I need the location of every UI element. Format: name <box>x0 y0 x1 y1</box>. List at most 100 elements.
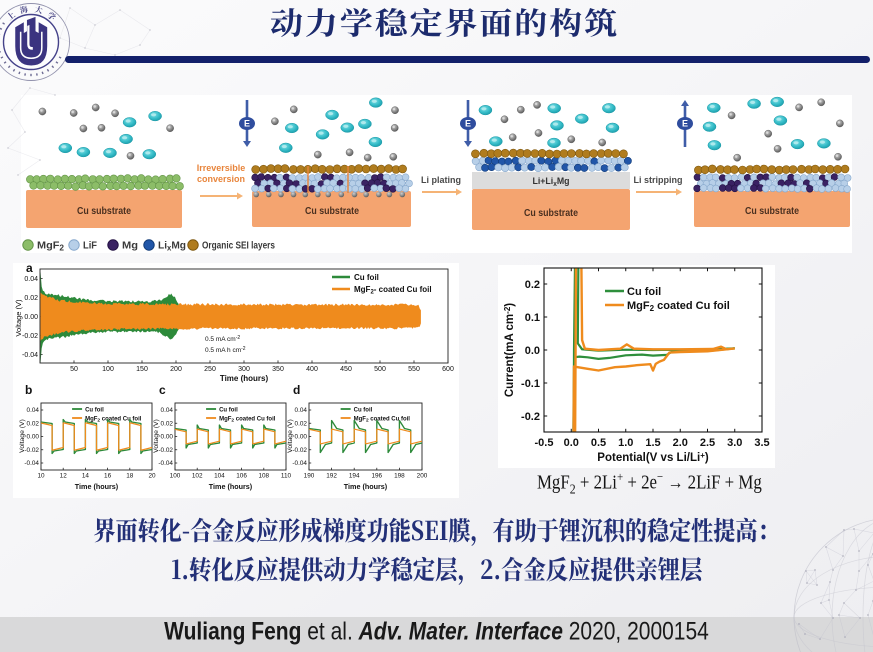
svg-text:E: E <box>682 119 688 129</box>
svg-text:-0.02: -0.02 <box>292 447 307 454</box>
svg-text:MgF2 coated Cu foil: MgF2 coated Cu foil <box>354 417 411 424</box>
svg-text:Irreversible: Irreversible <box>197 163 246 173</box>
svg-text:MgF2 coated Cu foil: MgF2 coated Cu foil <box>85 417 142 424</box>
svg-text:Organic SEI layers: Organic SEI layers <box>202 240 275 252</box>
svg-text:LixMg: LixMg <box>158 240 186 253</box>
svg-text:-0.1: -0.1 <box>521 378 540 390</box>
svg-text:Cu substrate: Cu substrate <box>524 207 578 219</box>
svg-text:0.02: 0.02 <box>24 295 38 302</box>
svg-text:-0.02: -0.02 <box>158 447 173 454</box>
svg-text:a: a <box>26 263 33 275</box>
svg-text:0.02: 0.02 <box>27 420 40 427</box>
svg-text:c: c <box>159 383 166 397</box>
svg-text:Mg: Mg <box>122 240 138 252</box>
svg-text:0.0: 0.0 <box>564 437 579 449</box>
svg-text:Li+LixMg: Li+LixMg <box>533 176 570 188</box>
svg-text:-0.04: -0.04 <box>22 352 38 359</box>
svg-text:600: 600 <box>442 366 454 373</box>
svg-text:Li stripping: Li stripping <box>634 175 683 185</box>
svg-text:-0.5: -0.5 <box>535 437 554 449</box>
svg-text:0.5 mA h cm-2: 0.5 mA h cm-2 <box>205 346 246 354</box>
svg-text:350: 350 <box>272 366 284 373</box>
svg-text:194: 194 <box>349 473 360 480</box>
svg-text:0.2: 0.2 <box>525 279 540 291</box>
svg-text:20: 20 <box>148 473 156 480</box>
svg-text:Voltage (V): Voltage (V) <box>14 299 23 337</box>
svg-text:0.04: 0.04 <box>27 407 40 414</box>
svg-text:0.00: 0.00 <box>295 434 308 441</box>
svg-text:0.5: 0.5 <box>591 437 606 449</box>
svg-text:106: 106 <box>236 473 247 480</box>
svg-text:Cu substrate: Cu substrate <box>305 205 359 217</box>
svg-text:1.5: 1.5 <box>645 437 660 449</box>
svg-text:0.00: 0.00 <box>161 434 174 441</box>
svg-text:-0.04: -0.04 <box>292 460 307 467</box>
svg-text:16: 16 <box>104 473 112 480</box>
svg-text:100: 100 <box>170 473 181 480</box>
svg-text:Voltage (V): Voltage (V) <box>287 419 294 453</box>
svg-text:200: 200 <box>417 473 428 480</box>
svg-text:250: 250 <box>204 366 216 373</box>
svg-text:2.5: 2.5 <box>700 437 715 449</box>
svg-text:Time (hours): Time (hours) <box>209 482 253 491</box>
svg-text:Voltage (V): Voltage (V) <box>19 419 26 453</box>
svg-text:1.0: 1.0 <box>618 437 633 449</box>
svg-text:108: 108 <box>258 473 269 480</box>
svg-text:100: 100 <box>102 366 114 373</box>
svg-text:450: 450 <box>340 366 352 373</box>
svg-text:0.5 mA cm-2: 0.5 mA cm-2 <box>205 335 240 343</box>
svg-text:d: d <box>293 383 300 397</box>
svg-text:400: 400 <box>306 366 318 373</box>
svg-text:18: 18 <box>126 473 134 480</box>
svg-text:50: 50 <box>70 366 78 373</box>
svg-text:0.02: 0.02 <box>295 420 308 427</box>
svg-text:300: 300 <box>238 366 250 373</box>
svg-text:Time (hours): Time (hours) <box>344 482 388 491</box>
svg-text:Time (hours): Time (hours) <box>220 374 269 383</box>
svg-text:E: E <box>465 119 471 129</box>
svg-text:Current(mA cm-2): Current(mA cm-2) <box>503 303 516 397</box>
svg-text:190: 190 <box>304 473 315 480</box>
svg-text:102: 102 <box>192 473 203 480</box>
svg-text:0.04: 0.04 <box>24 276 38 283</box>
svg-text:MgF2: MgF2 <box>37 240 65 253</box>
svg-text:2.0: 2.0 <box>673 437 688 449</box>
svg-text:MgF2- coated Cu foil: MgF2- coated Cu foil <box>354 285 432 296</box>
svg-text:110: 110 <box>281 473 292 480</box>
svg-text:LiF: LiF <box>83 240 98 252</box>
svg-text:Cu foil: Cu foil <box>85 408 104 414</box>
svg-text:Cu substrate: Cu substrate <box>77 205 131 217</box>
svg-text:14: 14 <box>82 473 90 480</box>
svg-text:Voltage (V): Voltage (V) <box>153 419 160 453</box>
svg-text:Cu foil: Cu foil <box>354 273 379 282</box>
svg-text:104: 104 <box>214 473 225 480</box>
svg-text:192: 192 <box>326 473 337 480</box>
svg-text:0.00: 0.00 <box>24 314 38 321</box>
svg-text:0.0: 0.0 <box>525 345 540 357</box>
svg-text:Time (hours): Time (hours) <box>75 482 119 491</box>
svg-text:Potential(V vs Li/Li+): Potential(V vs Li/Li+) <box>597 451 709 464</box>
svg-text:b: b <box>25 383 32 397</box>
svg-text:550: 550 <box>408 366 420 373</box>
svg-text:MgF2 coated Cu foil: MgF2 coated Cu foil <box>219 417 276 424</box>
svg-text:-0.04: -0.04 <box>24 460 39 467</box>
svg-text:Li plating: Li plating <box>421 175 461 185</box>
svg-text:200: 200 <box>170 366 182 373</box>
svg-text:-0.02: -0.02 <box>22 333 38 340</box>
svg-text:MgF2 coated Cu foil: MgF2 coated Cu foil <box>627 300 730 313</box>
svg-text:0.02: 0.02 <box>161 420 174 427</box>
svg-text:Cu substrate: Cu substrate <box>745 205 799 217</box>
svg-text:Cu foil: Cu foil <box>219 408 238 414</box>
svg-text:196: 196 <box>371 473 382 480</box>
svg-text:150: 150 <box>136 366 148 373</box>
svg-text:E: E <box>244 119 250 129</box>
svg-text:0.00: 0.00 <box>27 434 40 441</box>
svg-text:500: 500 <box>374 366 386 373</box>
svg-text:-0.04: -0.04 <box>158 460 173 467</box>
svg-text:0.04: 0.04 <box>295 407 308 414</box>
svg-text:-0.02: -0.02 <box>24 447 39 454</box>
svg-text:198: 198 <box>394 473 405 480</box>
svg-text:3.0: 3.0 <box>727 437 742 449</box>
svg-text:0.1: 0.1 <box>525 312 540 324</box>
svg-text:Cu foil: Cu foil <box>354 408 373 414</box>
